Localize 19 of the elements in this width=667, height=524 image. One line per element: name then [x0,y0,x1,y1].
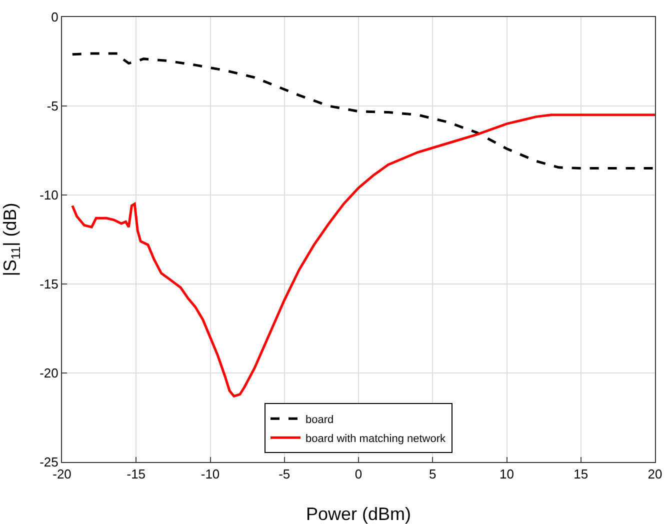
x-tick-label: 0 [354,466,362,482]
x-tick-label: 15 [574,466,588,482]
legend-label: board [306,414,334,426]
y-tick-label: -15 [40,276,58,292]
x-axis-title: Power (dBm) [306,504,412,524]
x-tick-label: 5 [429,466,436,482]
x-tick-label: -5 [278,466,290,482]
legend-label: board with matching network [306,432,446,445]
x-tick-label: 10 [500,466,514,482]
line-series [71,114,655,398]
x-tick-label: -10 [200,466,220,482]
x-tick-label: -15 [126,466,146,482]
y-tick-label: -5 [46,98,58,114]
y-tick-label: -20 [40,366,58,381]
y-tick-label: 0 [51,10,58,25]
y-tick-label: -10 [40,188,58,203]
line-series [71,52,655,170]
y-tick-label: -25 [40,454,58,470]
x-tick-label: 20 [648,466,662,482]
